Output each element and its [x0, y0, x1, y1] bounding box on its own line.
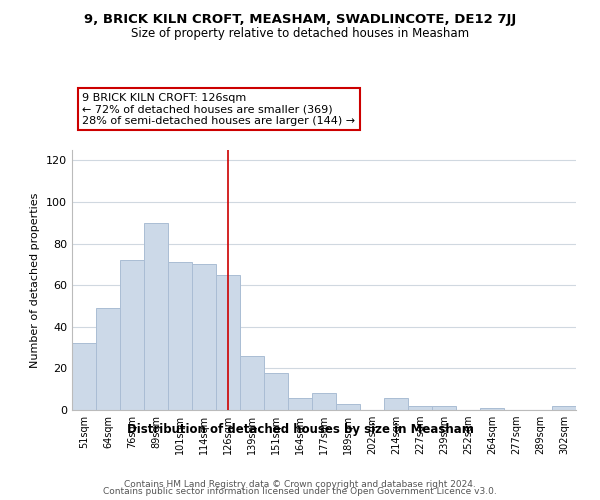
Text: 9 BRICK KILN CROFT: 126sqm
← 72% of detached houses are smaller (369)
28% of sem: 9 BRICK KILN CROFT: 126sqm ← 72% of deta…	[82, 93, 355, 126]
Text: Size of property relative to detached houses in Measham: Size of property relative to detached ho…	[131, 28, 469, 40]
Bar	[264, 372, 288, 410]
Bar	[144, 223, 168, 410]
Bar	[408, 406, 432, 410]
Bar	[72, 344, 96, 410]
Text: Distribution of detached houses by size in Measham: Distribution of detached houses by size …	[127, 422, 473, 436]
Bar	[432, 406, 456, 410]
Text: Contains public sector information licensed under the Open Government Licence v3: Contains public sector information licen…	[103, 488, 497, 496]
Bar	[336, 404, 360, 410]
Text: 9, BRICK KILN CROFT, MEASHAM, SWADLINCOTE, DE12 7JJ: 9, BRICK KILN CROFT, MEASHAM, SWADLINCOT…	[84, 12, 516, 26]
Bar	[240, 356, 264, 410]
Bar	[168, 262, 192, 410]
Bar	[384, 398, 408, 410]
Bar	[480, 408, 504, 410]
Bar	[312, 394, 336, 410]
Bar	[120, 260, 144, 410]
Bar	[288, 398, 312, 410]
Bar	[192, 264, 216, 410]
Bar	[96, 308, 120, 410]
Bar	[552, 406, 576, 410]
Bar	[216, 275, 240, 410]
Y-axis label: Number of detached properties: Number of detached properties	[31, 192, 40, 368]
Text: Contains HM Land Registry data © Crown copyright and database right 2024.: Contains HM Land Registry data © Crown c…	[124, 480, 476, 489]
